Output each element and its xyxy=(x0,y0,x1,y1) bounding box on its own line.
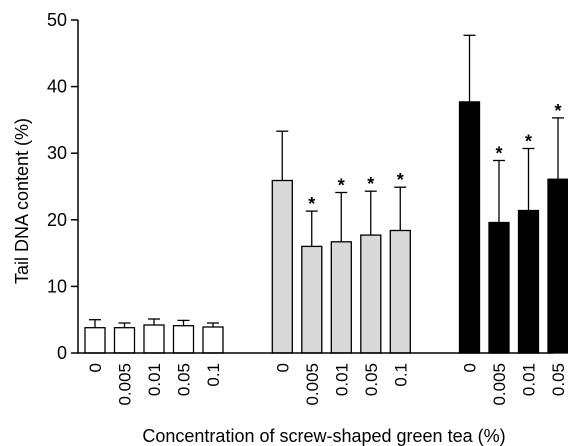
x-tick-label: 0 xyxy=(461,363,480,372)
bar xyxy=(301,245,323,354)
bar xyxy=(458,101,481,354)
x-tick-label: 0.01 xyxy=(145,363,164,396)
x-tick-label: 0.01 xyxy=(520,363,539,396)
bar xyxy=(172,325,195,354)
bar xyxy=(271,179,293,354)
axes-layer xyxy=(71,19,553,354)
bar xyxy=(389,229,411,354)
y-axis-title: Tail DNA content (%) xyxy=(12,118,32,284)
y-tick-label: 50 xyxy=(47,10,67,30)
significance-star: * xyxy=(308,194,315,214)
x-tick-label: 0.005 xyxy=(490,363,509,406)
x-tick-label: 0.005 xyxy=(303,363,322,406)
bar xyxy=(360,234,382,354)
significance-star: * xyxy=(397,170,404,190)
bar xyxy=(330,241,352,354)
x-tick-label: 0 xyxy=(86,363,105,372)
bar xyxy=(517,209,540,354)
x-tick-label: 0.05 xyxy=(362,363,381,396)
x-tick-label: 0.1 xyxy=(391,363,410,387)
x-tick-label: 0.05 xyxy=(549,363,568,396)
y-tick-label: 40 xyxy=(47,77,67,97)
bar xyxy=(113,327,136,354)
y-tick-label: 20 xyxy=(47,210,67,230)
y-tick-label: 30 xyxy=(47,143,67,163)
x-tick-label: 0 xyxy=(273,363,292,372)
bar xyxy=(202,326,224,354)
x-tick-label: 0.1 xyxy=(204,363,223,387)
significance-star: * xyxy=(338,176,345,196)
y-tick-label: 0 xyxy=(57,343,67,363)
significance-star: * xyxy=(554,101,561,121)
x-tick-label: 0.01 xyxy=(332,363,351,396)
significance-star: * xyxy=(495,144,502,164)
x-axis-title: Concentration of screw-shaped green tea … xyxy=(142,426,505,446)
bar xyxy=(84,327,106,354)
y-tick-label: 10 xyxy=(47,276,67,296)
bar xyxy=(488,221,510,354)
x-tick-label: 0.05 xyxy=(175,363,194,396)
bar xyxy=(547,178,568,354)
bars-layer xyxy=(84,34,568,354)
labels-layer: 0 0.005 0.01 0.05 0.1 0 * 0.005 * 0.01 * 0.05 * 0.1 0 *… xyxy=(47,10,568,406)
x-tick-label: 0.005 xyxy=(116,363,135,406)
significance-star: * xyxy=(525,132,532,152)
bar xyxy=(143,324,165,354)
significance-star: * xyxy=(367,174,374,194)
